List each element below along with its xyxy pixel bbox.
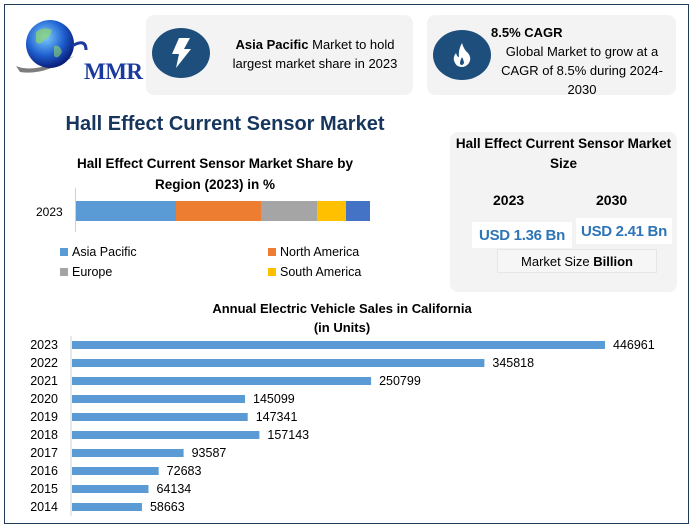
ev-sales-bar-2020 (72, 395, 246, 403)
ev-sales-year-label: 2019 (30, 410, 58, 424)
flame-icon (433, 30, 491, 80)
legend-label: Europe (72, 265, 113, 279)
ev-sales-subtitle: (in Units) (313, 320, 371, 335)
ev-sales-value-label: 157143 (267, 428, 309, 442)
highlight-region-name: Asia Pacific (235, 37, 309, 52)
legend-item-europe: Europe (60, 265, 112, 279)
stack-segment-other (346, 201, 370, 221)
highlight-card-region: Asia Pacific Market to hold largest mark… (146, 15, 413, 95)
ev-sales-value-label: 446961 (613, 338, 655, 352)
legend-item-south-america: South America (268, 265, 361, 279)
ev-sales-bar-2021 (72, 377, 372, 385)
ev-sales-value-label: 64134 (156, 482, 191, 496)
ev-sales-bar-chart: 2023 446961 2022 345818 2021 250799 2020 145099… (30, 336, 655, 516)
ev-sales-bar-2014 (72, 503, 142, 511)
highlight-text: Asia Pacific Market to hold largest mark… (220, 35, 410, 73)
legend-item-asia-pacific: Asia Pacific (60, 245, 137, 259)
legend-label: South America (280, 265, 362, 279)
ev-sales-value-label: 250799 (379, 374, 421, 388)
market-size-card: Hall Effect Current Sensor Market Size 2… (450, 132, 677, 292)
ev-sales-year-label: 2017 (30, 446, 58, 460)
market-size-footer: Market Size Billion (497, 249, 657, 273)
legend-swatch (60, 268, 68, 276)
market-size-year-2030: 2030 (596, 192, 628, 208)
legend-swatch (268, 268, 276, 276)
ev-sales-year-label: 2020 (30, 392, 58, 406)
ev-sales-year-label: 2023 (30, 338, 58, 352)
ev-sales-year-label: 2021 (30, 374, 58, 388)
legend-swatch (60, 248, 68, 256)
highlight-region-text: Market to hold largest market share in 2… (232, 37, 398, 71)
ev-sales-value-label: 147341 (256, 410, 298, 424)
market-size-value-2023: USD 1.36 Bn (472, 222, 572, 248)
infographic-frame (4, 4, 689, 524)
mmr-logo: MMR (14, 16, 144, 84)
legend-swatch (268, 248, 276, 256)
ev-sales-value-label: 93587 (192, 446, 227, 460)
market-size-unit: Billion (593, 253, 633, 269)
market-size-value-2030: USD 2.41 Bn (576, 218, 672, 244)
logo-text: MMR (84, 59, 143, 84)
ev-sales-value-label: 145099 (253, 392, 295, 406)
legend-label: North America (280, 245, 360, 259)
lightning-bolt-icon (152, 28, 210, 78)
ev-sales-value-label: 72683 (167, 464, 202, 478)
ev-sales-year-label: 2018 (30, 428, 58, 442)
ev-sales-bar-2022 (72, 359, 485, 367)
globe-icon (16, 20, 88, 73)
ev-sales-bar-2017 (72, 449, 184, 457)
ev-sales-year-label: 2015 (30, 482, 58, 496)
region-share-category-label: 2023 (36, 205, 63, 219)
ev-sales-year-label: 2022 (30, 356, 58, 370)
market-size-footer-label: Market Size (521, 253, 594, 269)
ev-sales-bar-2023 (72, 341, 605, 349)
ev-sales-bar-2019 (72, 413, 248, 421)
legend-item-north-america: North America (268, 245, 359, 259)
stack-segment-north-america (175, 201, 262, 221)
main-title: Hall Effect Current Sensor Market (65, 113, 385, 135)
market-size-year-2023: 2023 (493, 192, 525, 208)
ev-sales-year-label: 2016 (30, 464, 58, 478)
cagr-description: Global Market to grow at a CAGR of 8.5% … (501, 44, 663, 97)
highlight-card-cagr: 8.5% CAGR Global Market to grow at a CAG… (427, 15, 676, 97)
region-share-stacked-bar (76, 201, 370, 221)
region-share-axis-line (75, 188, 76, 232)
ev-sales-bar-2018 (72, 431, 260, 439)
cagr-title: 8.5% CAGR (491, 25, 563, 40)
legend-label: Asia Pacific (72, 245, 137, 259)
ev-sales-value-label: 345818 (492, 356, 534, 370)
stack-segment-asia-pacific (76, 201, 176, 221)
ev-sales-bar-2016 (72, 467, 159, 475)
ev-sales-value-label: 58663 (150, 500, 185, 514)
stack-segment-europe (261, 201, 318, 221)
ev-sales-bar-2015 (72, 485, 149, 493)
ev-sales-year-label: 2014 (30, 500, 58, 514)
cagr-text-block: 8.5% CAGR Global Market to grow at a CAG… (491, 23, 673, 99)
region-share-chart-title: Hall Effect Current Sensor Market Share … (76, 156, 354, 192)
stack-segment-south-america (317, 201, 347, 221)
ev-sales-title: Annual Electric Vehicle Sales in Califor… (212, 301, 472, 316)
market-size-title: Hall Effect Current Sensor Market Size (455, 136, 672, 171)
ev-sales-chart-title: Annual Electric Vehicle Sales in Califor… (140, 299, 544, 337)
